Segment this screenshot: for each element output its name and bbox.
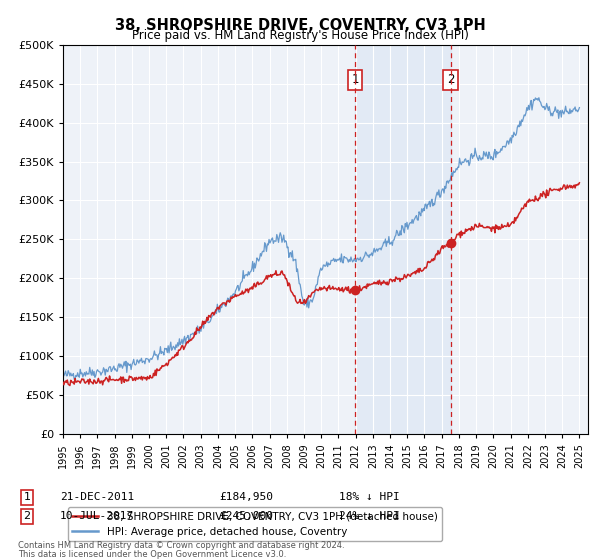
Text: This data is licensed under the Open Government Licence v3.0.: This data is licensed under the Open Gov… [18, 550, 286, 559]
Text: 10-JUL-2017: 10-JUL-2017 [60, 511, 134, 521]
Text: 18% ↓ HPI: 18% ↓ HPI [339, 492, 400, 502]
Text: 38, SHROPSHIRE DRIVE, COVENTRY, CV3 1PH: 38, SHROPSHIRE DRIVE, COVENTRY, CV3 1PH [115, 18, 485, 33]
Text: Contains HM Land Registry data © Crown copyright and database right 2024.: Contains HM Land Registry data © Crown c… [18, 541, 344, 550]
Text: £245,000: £245,000 [219, 511, 273, 521]
Text: 1: 1 [23, 492, 31, 502]
Text: 2: 2 [447, 73, 454, 86]
Text: 1: 1 [352, 73, 359, 86]
Text: £184,950: £184,950 [219, 492, 273, 502]
Text: 21-DEC-2011: 21-DEC-2011 [60, 492, 134, 502]
Legend: 38, SHROPSHIRE DRIVE, COVENTRY, CV3 1PH (detached house), HPI: Average price, de: 38, SHROPSHIRE DRIVE, COVENTRY, CV3 1PH … [68, 507, 442, 541]
Bar [355, 45, 451, 434]
Text: 2: 2 [23, 511, 31, 521]
Text: 24% ↓ HPI: 24% ↓ HPI [339, 511, 400, 521]
Text: Price paid vs. HM Land Registry's House Price Index (HPI): Price paid vs. HM Land Registry's House … [131, 29, 469, 42]
